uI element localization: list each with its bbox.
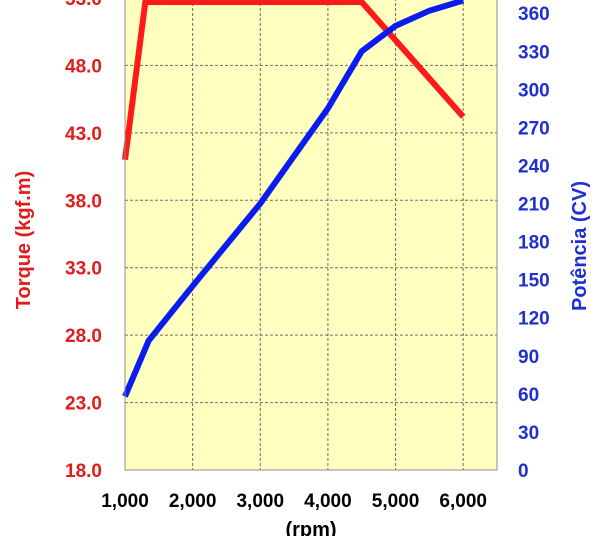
right-axis-tick-label: 240: [518, 156, 550, 177]
x-axis-tick-label: 5,000: [372, 491, 420, 512]
right-axis-tick-label: 270: [518, 118, 550, 139]
right-axis-tick-label: 300: [518, 80, 550, 101]
right-axis-tick-label: 120: [518, 309, 550, 330]
right-axis-tick-label: 330: [518, 42, 550, 63]
x-axis-tick-label: 4,000: [304, 491, 352, 512]
right-axis-tick-label: 90: [518, 347, 539, 368]
left-axis-tick-label: 38.0: [65, 191, 102, 212]
right-axis-tick-label: 150: [518, 271, 550, 292]
x-axis-tick-label: 3,000: [236, 491, 284, 512]
plot-area-background: [125, 0, 497, 470]
left-axis-tick-label: 43.0: [65, 124, 102, 145]
x-axis-tick-label: 1,000: [101, 491, 149, 512]
left-axis-tick-label: 48.0: [65, 56, 102, 77]
right-axis-tick-label: 360: [518, 4, 550, 25]
x-axis-tick-label: 6,000: [439, 491, 487, 512]
right-axis-tick-label: 210: [518, 195, 550, 216]
x-axis-tick-label: 2,000: [169, 491, 217, 512]
left-axis-tick-label: 53.0: [65, 0, 102, 10]
right-axis-tick-label: 30: [518, 423, 539, 444]
right-axis-title: Potência (CV): [569, 181, 591, 311]
left-axis-tick-label: 33.0: [65, 259, 102, 280]
left-axis-tick-label: 23.0: [65, 394, 102, 415]
right-axis-tick-label: 60: [518, 385, 539, 406]
right-axis-tick-label: 0: [518, 461, 529, 482]
left-axis-tick-label: 28.0: [65, 326, 102, 347]
right-axis-tick-label: 180: [518, 233, 550, 254]
x-axis-title: (rpm): [285, 519, 336, 536]
left-axis-tick-label: 18.0: [65, 461, 102, 482]
left-axis-title: Torque (kgf.m): [13, 171, 35, 310]
